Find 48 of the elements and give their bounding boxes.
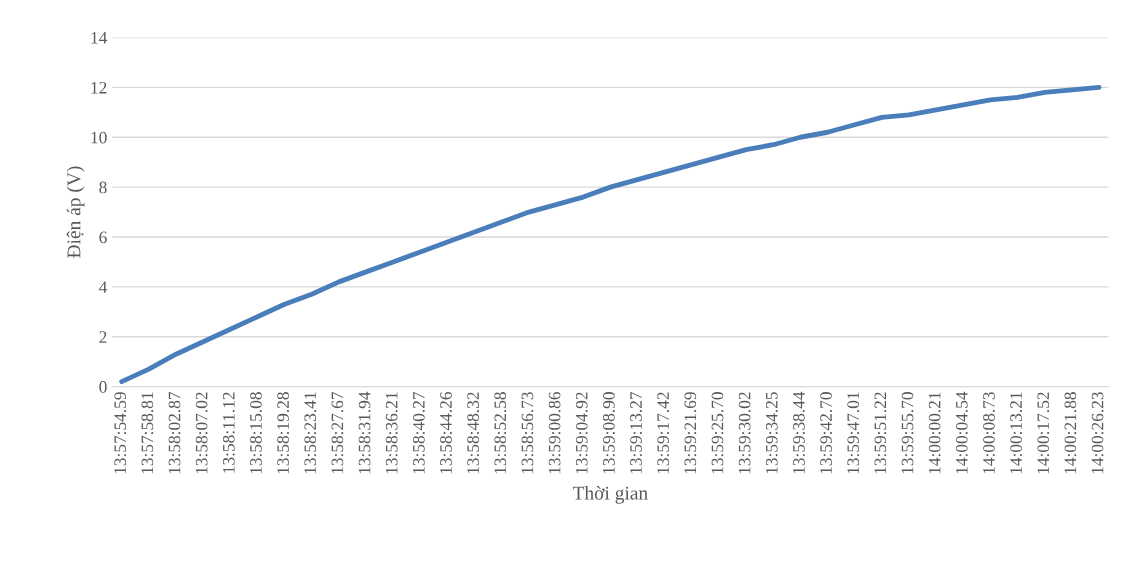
y-tick-label: 12 (91, 81, 107, 94)
x-tick-label: 13:58:44.26 (440, 391, 452, 474)
x-tick-label: 14:00:04.54 (955, 391, 968, 474)
y-tick-label: 0 (99, 381, 107, 393)
x-tick-label: 13:59:38.44 (793, 391, 805, 474)
y-tick-label: 14 (91, 32, 108, 44)
x-tick-label: 14:00:21.88 (1064, 392, 1077, 474)
x-tick-label: 14:00:26.23 (1091, 392, 1104, 474)
x-tick-label: 13:58:31.94 (358, 391, 371, 474)
x-tick-label: 13:59:47.01 (847, 392, 860, 474)
y-tick-label: 10 (91, 131, 107, 144)
x-tick-label: 13:59:42.70 (820, 392, 832, 474)
x-tick-label: 13:58:19.28 (277, 392, 290, 474)
y-tick-label: 2 (99, 331, 107, 343)
x-tick-label: 13:59:17.42 (657, 392, 670, 474)
x-tick-label: 13:59:08.90 (603, 392, 615, 474)
x-tick-label: 13:58:23.41 (304, 392, 317, 474)
x-tick-label: 13:59:55.70 (901, 392, 914, 474)
x-tick-label: 14:00:13.21 (1010, 392, 1023, 474)
x-tick-label: 14:00:08.73 (983, 392, 995, 474)
x-tick-label: 13:58:27.67 (331, 391, 344, 474)
y-axis-title: Điện áp (V) (66, 166, 85, 258)
x-tick-label: 13:58:15.08 (250, 392, 262, 474)
line-series (119, 84, 1102, 385)
x-tick-label: 13:59:30.02 (738, 392, 751, 474)
x-tick-label: 13:59:13.27 (630, 391, 642, 474)
x-tick-label: 13:59:25.70 (711, 392, 724, 474)
x-tick-label: 13:59:34.25 (765, 392, 778, 474)
y-tick-label: 6 (99, 231, 107, 244)
x-tick-label: 13:58:11.12 (222, 392, 235, 473)
x-tick-label: 13:57:54.59 (114, 392, 127, 474)
x-tick-label: 13:58:02.87 (168, 391, 181, 474)
x-tick-label: 13:59:00.86 (548, 391, 561, 474)
x-tick-label: 13:58:48.32 (467, 392, 480, 474)
x-tick-label: 13:59:21.69 (684, 392, 697, 474)
x-tick-label: 13:58:07.02 (195, 392, 208, 474)
x-tick-label: 13:57:58.81 (141, 392, 154, 474)
x-tick-label: 13:59:04.92 (575, 392, 588, 474)
x-tick-label: 13:58:52.58 (494, 392, 507, 474)
x-tick-label: 13:59:51.22 (874, 392, 887, 474)
x-axis-title: Thời gian (572, 485, 648, 504)
x-tick-label: 13:58:40.27 (412, 391, 425, 474)
x-tick-label: 13:58:36.21 (385, 392, 398, 474)
y-tick-label: 8 (99, 181, 107, 194)
y-tick-label: 4 (99, 281, 108, 293)
x-tick-label: 13:58:56.73 (521, 392, 534, 474)
x-tick-label: 14:00:17.52 (1037, 392, 1050, 474)
x-tick-label: 14:00:00.21 (928, 392, 941, 474)
